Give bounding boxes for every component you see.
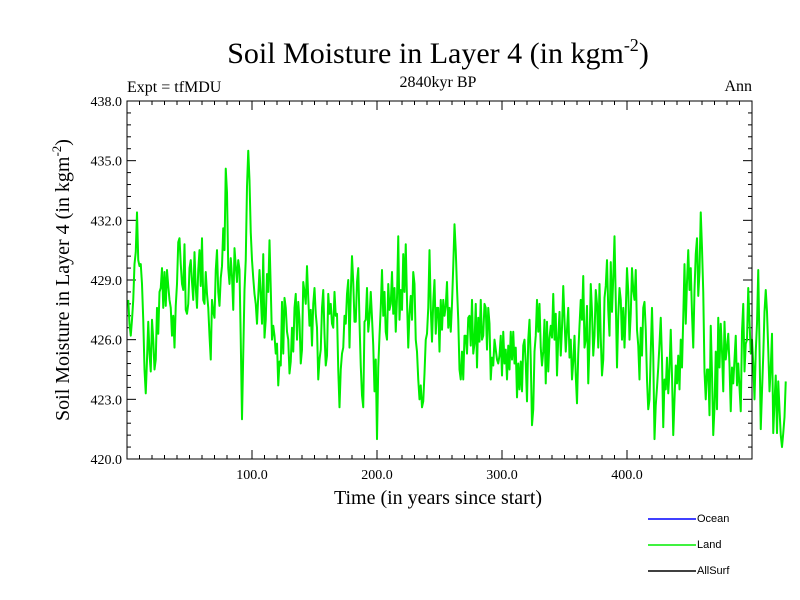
y-tick-label: 423.0 xyxy=(91,393,123,408)
x-tick-label: 100.0 xyxy=(236,468,268,483)
y-axis-label: Soil Moisture in Layer 4 (in kgm-2) xyxy=(49,139,74,421)
subtitle: 2840kyr BP xyxy=(400,74,477,91)
y-axis-label-superscript: -2 xyxy=(49,146,64,157)
legend-label-ocean: Ocean xyxy=(697,513,729,525)
x-tick-label: 300.0 xyxy=(486,468,518,483)
y-tick-label: 426.0 xyxy=(91,334,123,349)
chart-title: Soil Moisture in Layer 4 (in kgm-2) xyxy=(227,35,649,70)
legend: Ocean Land AllSurf xyxy=(648,513,730,577)
legend-label-land: Land xyxy=(697,539,721,551)
chart-title-superscript: -2 xyxy=(624,35,639,55)
season-label: Ann xyxy=(724,78,752,95)
series-line-land xyxy=(127,149,787,449)
x-tick-label: 400.0 xyxy=(611,468,643,483)
y-tick-label: 435.0 xyxy=(91,155,123,170)
experiment-label: Expt = tfMDU xyxy=(127,79,222,96)
x-axis-label: Time (in years since start) xyxy=(334,487,542,509)
y-tick-label: 438.0 xyxy=(91,95,123,110)
y-tick-label: 420.0 xyxy=(91,453,123,468)
y-axis-label-close: ) xyxy=(52,139,74,146)
axis-tick-labels: 100.0 200.0 300.0 400.0 420.0 423.0 426.0 429.0… xyxy=(91,95,643,483)
series-group xyxy=(127,149,787,449)
chart-title-close: ) xyxy=(639,37,649,70)
legend-label-allsurf: AllSurf xyxy=(697,565,730,577)
x-tick-label: 200.0 xyxy=(361,468,393,483)
plot-frame xyxy=(126,100,753,460)
y-tick-label: 432.0 xyxy=(91,214,123,229)
y-tick-label: 429.0 xyxy=(91,274,123,289)
